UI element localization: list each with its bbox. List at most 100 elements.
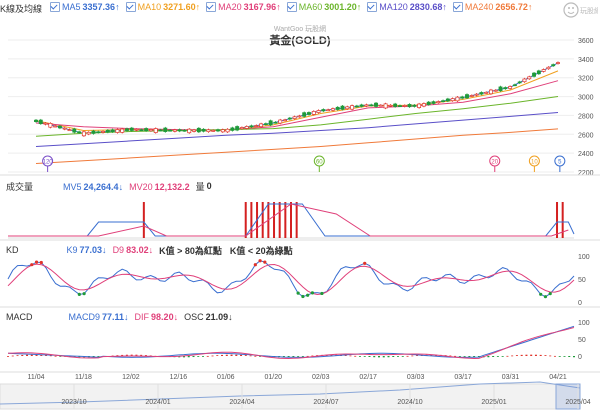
volume-title: 成交量 bbox=[6, 181, 34, 192]
legend-name: OSC bbox=[184, 312, 204, 322]
macd-osc-bar bbox=[454, 355, 457, 357]
candle-body bbox=[259, 123, 264, 128]
kd-oversold-dot bbox=[548, 292, 552, 296]
macd-osc-bar bbox=[125, 354, 128, 356]
candle-body bbox=[235, 126, 240, 131]
macd-osc-bar bbox=[473, 356, 476, 358]
macd-osc-bar bbox=[225, 354, 228, 356]
kd-oversold-dot bbox=[82, 292, 86, 296]
macd-osc-bar bbox=[463, 356, 466, 357]
legend-mv20: MV20 12,132.2 bbox=[129, 182, 190, 192]
candle-body bbox=[383, 103, 388, 109]
kd-title: KD bbox=[6, 245, 19, 255]
legend-checkbox[interactable] bbox=[367, 2, 378, 12]
event-marker-10 bbox=[528, 155, 540, 167]
legend-osc: OSC 21.09↓ bbox=[184, 312, 233, 322]
macd-osc-bar bbox=[411, 355, 414, 357]
macd-osc-bar bbox=[568, 356, 571, 358]
legend-checkbox[interactable] bbox=[50, 2, 61, 12]
candle-body bbox=[101, 131, 105, 133]
legend-ma10[interactable]: MA10 3271.60↑ bbox=[125, 2, 200, 12]
macd-osc-bar bbox=[539, 354, 542, 356]
legend-value: 77.03↓ bbox=[79, 245, 107, 255]
x-tick-label: 03/31 bbox=[502, 374, 520, 381]
candle-body bbox=[38, 119, 43, 125]
candle-body bbox=[211, 130, 216, 132]
candle-body bbox=[153, 128, 158, 133]
legend-ma20[interactable]: MA20 3167.96↑ bbox=[206, 2, 281, 12]
candle-body bbox=[283, 119, 287, 122]
legend-ma120[interactable]: MA120 2830.68↑ bbox=[367, 2, 447, 12]
candle-body bbox=[541, 69, 546, 72]
candle-body bbox=[330, 108, 335, 111]
legend-checkbox[interactable] bbox=[286, 2, 297, 12]
macd-osc-bar bbox=[16, 355, 19, 357]
macd-osc-bar bbox=[130, 354, 133, 356]
candle-body bbox=[125, 128, 129, 131]
candle-body bbox=[278, 119, 283, 124]
price-tick-label: 3600 bbox=[578, 38, 594, 45]
navigator-window[interactable] bbox=[555, 383, 581, 410]
candle-body bbox=[67, 129, 72, 132]
legend-ma60[interactable]: MA60 3001.20↑ bbox=[286, 2, 362, 12]
candle-body bbox=[86, 131, 91, 135]
macd-osc-bar bbox=[187, 356, 190, 358]
legend-ma240[interactable]: MA240 2656.72↑ bbox=[452, 2, 532, 12]
navigator-tick-label: 2024/01 bbox=[145, 399, 170, 406]
macd-osc-bar bbox=[553, 355, 556, 357]
macd-osc-bar bbox=[230, 354, 233, 356]
candle-body bbox=[115, 129, 120, 133]
kd-oversold-dot bbox=[296, 291, 300, 295]
candle-body bbox=[120, 128, 125, 133]
candle-body bbox=[139, 129, 144, 132]
candle-body bbox=[388, 104, 393, 107]
candle-body bbox=[216, 129, 220, 132]
x-tick-label: 12/02 bbox=[122, 374, 140, 381]
macd-osc-bar bbox=[292, 356, 295, 358]
legend-name: MA60 bbox=[298, 2, 323, 12]
volume-bar bbox=[561, 202, 564, 238]
macd-osc-bar bbox=[311, 355, 314, 357]
x-tick-label: 01/20 bbox=[265, 374, 283, 381]
macd-osc-bar bbox=[140, 354, 143, 356]
x-tick-label: 04/21 bbox=[549, 374, 567, 381]
legend-checkbox[interactable] bbox=[206, 2, 217, 12]
candle-body bbox=[412, 104, 417, 107]
macd-osc-bar bbox=[211, 355, 214, 357]
macd-osc-bar bbox=[392, 356, 395, 358]
macd-osc-bar bbox=[487, 356, 490, 358]
candle-body bbox=[359, 104, 364, 107]
legend-checkbox[interactable] bbox=[125, 2, 136, 12]
event-marker-5 bbox=[554, 155, 566, 167]
volume-bar bbox=[244, 202, 247, 238]
candle-body bbox=[158, 129, 163, 132]
navigator-track[interactable] bbox=[0, 383, 581, 410]
legend-value: 3001.20↑ bbox=[324, 2, 362, 12]
macd-osc-bar bbox=[406, 355, 409, 357]
candle-body bbox=[268, 120, 273, 126]
legend-name: MA20 bbox=[218, 2, 242, 12]
kd-overbought-dot bbox=[39, 260, 43, 265]
macd-osc-bar bbox=[30, 354, 33, 356]
kd-oversold-dot bbox=[539, 292, 543, 296]
candle-body bbox=[225, 128, 230, 133]
kd-oversold-dot bbox=[310, 291, 315, 295]
x-tick-label: 03/03 bbox=[407, 374, 425, 381]
macd-osc-bar bbox=[330, 354, 333, 356]
candle-body bbox=[96, 131, 101, 134]
macd-osc-bar bbox=[35, 354, 38, 356]
legend-value: 12,132.2 bbox=[154, 181, 190, 192]
legend-d9: D9 83.02↓ bbox=[113, 245, 154, 255]
candle-body bbox=[326, 109, 331, 112]
legend-checkbox[interactable] bbox=[452, 2, 463, 12]
macd-osc-bar bbox=[97, 356, 100, 357]
logo-text: 玩股網 bbox=[580, 6, 598, 15]
event-marker-20 bbox=[489, 155, 501, 167]
candle-body bbox=[134, 128, 139, 131]
candle-body bbox=[81, 131, 86, 137]
series-line-ma20 bbox=[35, 80, 559, 131]
legend-ma5[interactable]: MA5 3357.36↑ bbox=[50, 2, 120, 12]
candle-body bbox=[421, 103, 426, 107]
legend-name: MA120 bbox=[379, 2, 408, 12]
